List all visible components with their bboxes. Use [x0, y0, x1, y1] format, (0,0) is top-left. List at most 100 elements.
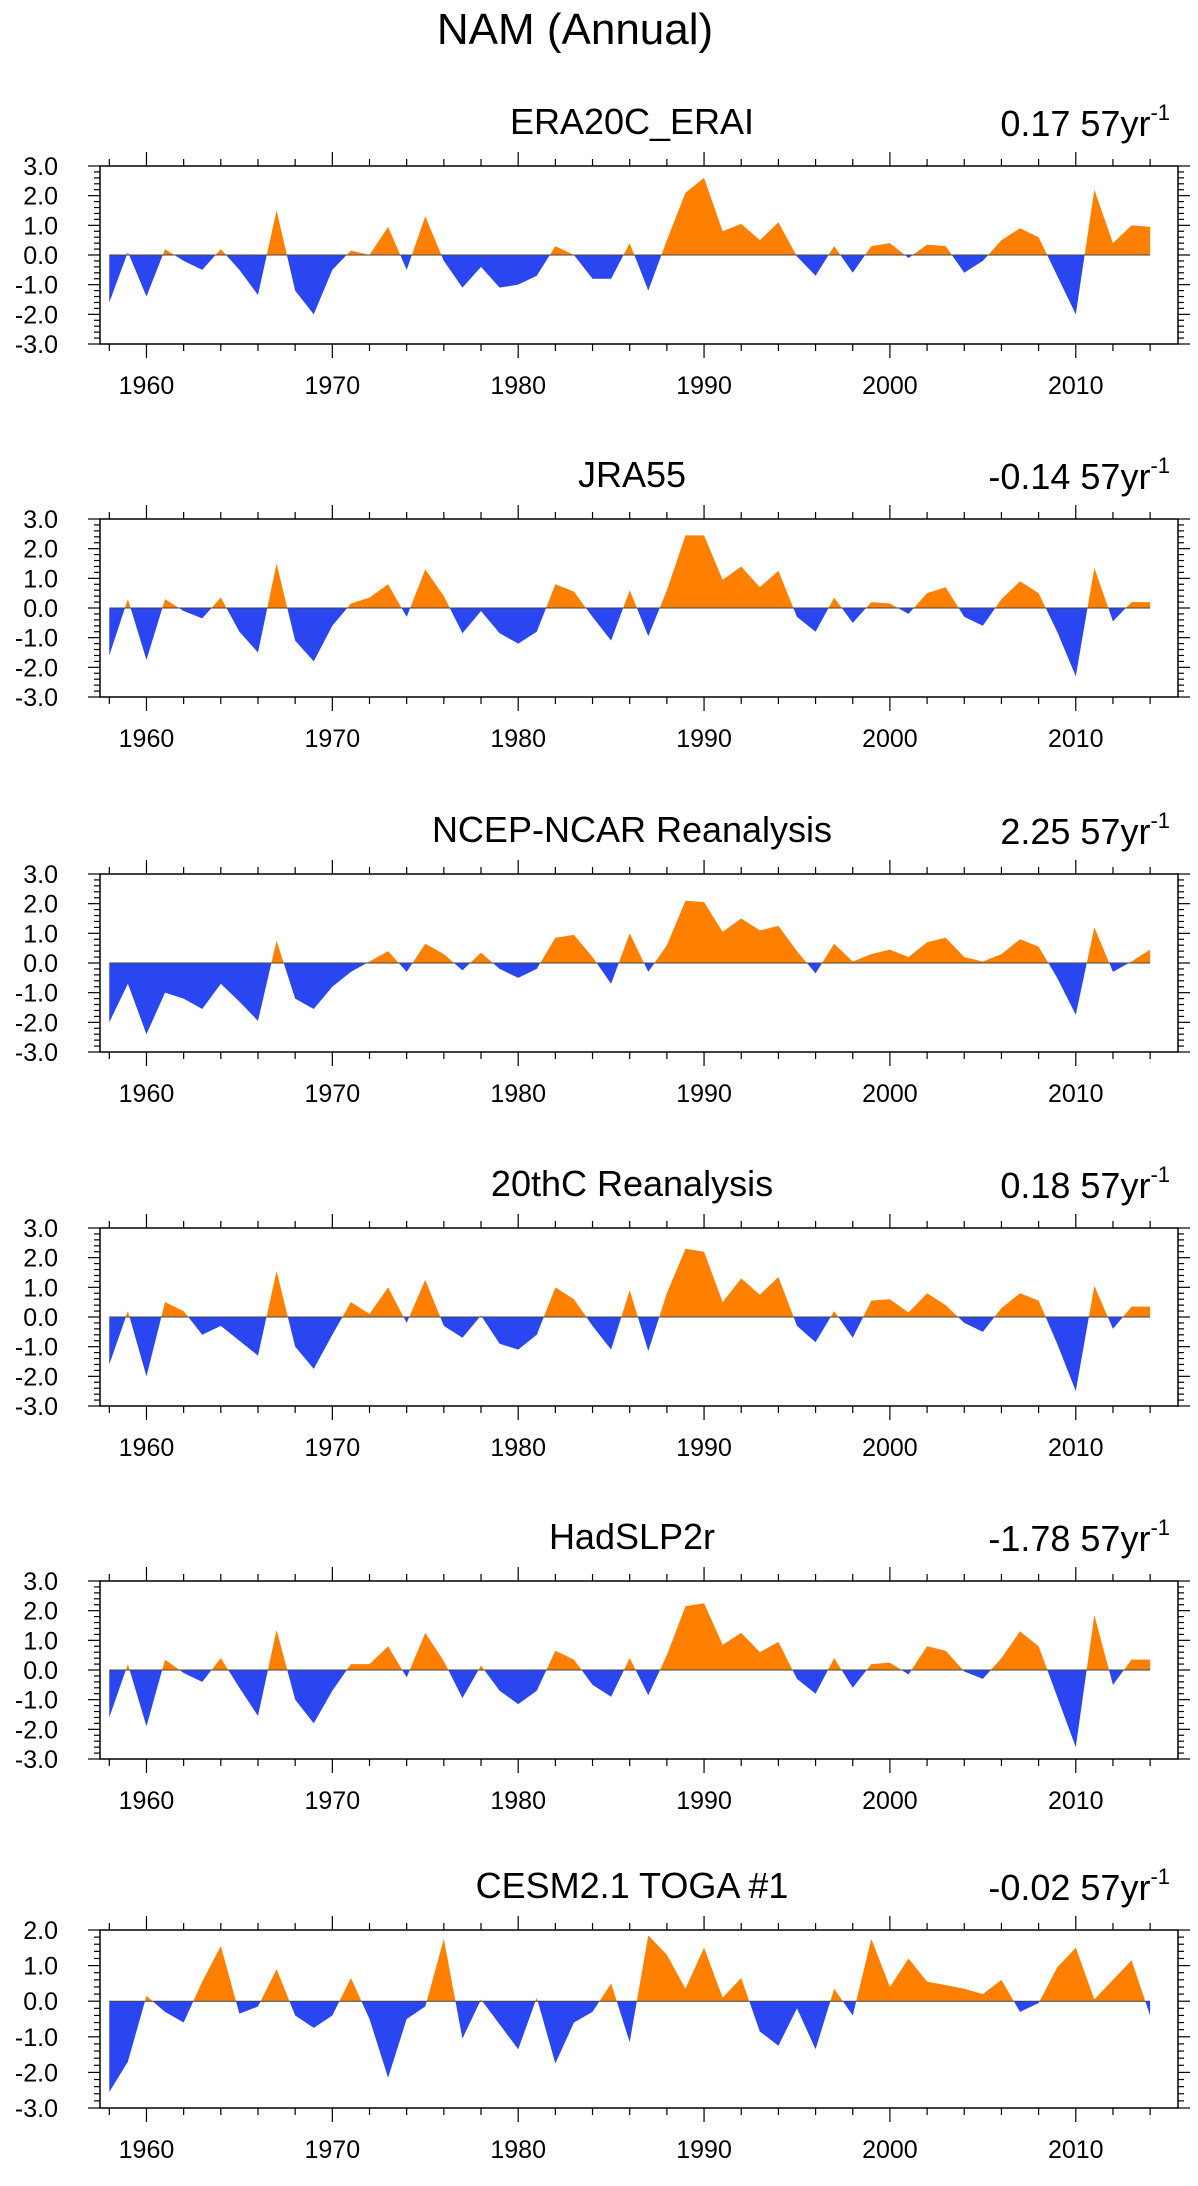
y-tick-label: -3.0 — [15, 1039, 58, 1067]
negative-area — [109, 255, 1151, 315]
x-tick-label: 2000 — [862, 372, 918, 400]
x-tick-label: 1980 — [490, 2136, 546, 2164]
panel-title: HadSLP2r — [549, 1516, 715, 1557]
y-tick-label: 2.0 — [23, 1917, 58, 1945]
y-tick-label: 3.0 — [23, 506, 58, 534]
y-tick-label: 3.0 — [23, 153, 58, 181]
trend-value: -0.14 57yr — [988, 456, 1150, 497]
plot-frame — [99, 518, 1179, 698]
x-tick-label: 2010 — [1048, 372, 1104, 400]
panel-title: 20thC Reanalysis — [491, 1163, 773, 1204]
y-tick-label: 2.0 — [23, 891, 58, 919]
x-tick-label: 1990 — [676, 2136, 732, 2164]
x-tick-label: 2000 — [862, 725, 918, 753]
panel-6: CESM2.1 TOGA #1 -0.02 57yr-1 2.0 1.0 0.0 -1.0… — [15, 1864, 1190, 2164]
y-tick-label: 0.0 — [23, 1657, 58, 1685]
y-tick-label: -3.0 — [15, 684, 58, 712]
x-tick-label: 1990 — [676, 725, 732, 753]
x-tick-label: 1990 — [676, 1787, 732, 1815]
y-tick-label: 1.0 — [23, 1953, 58, 1981]
y-tick-label: -2.0 — [15, 2059, 58, 2087]
trend-superscript: -1 — [1150, 1162, 1170, 1187]
x-tick-label: 1960 — [119, 1434, 175, 1462]
y-tick-label: -1.0 — [15, 2024, 58, 2052]
trend-label: 0.18 57yr-1 — [1000, 1162, 1170, 1206]
figure-title: NAM (Annual) — [437, 5, 713, 54]
y-tick-label: 3.0 — [23, 1568, 58, 1596]
y-tick-label: -1.0 — [15, 980, 58, 1008]
panel-title: ERA20C_ERAI — [510, 101, 754, 142]
x-tick-label: 1970 — [305, 1080, 361, 1108]
x-tick-label: 2010 — [1048, 1434, 1104, 1462]
y-tick-label: -2.0 — [15, 1009, 58, 1037]
y-tick-label: -1.0 — [15, 625, 58, 653]
y-tick-label: -3.0 — [15, 2095, 58, 2123]
trend-label: -0.14 57yr-1 — [988, 453, 1170, 497]
plot-frame — [99, 1929, 1179, 2109]
x-tick-label: 1960 — [119, 2136, 175, 2164]
trend-value: 0.18 57yr — [1000, 1165, 1150, 1206]
x-tick-label: 1990 — [676, 1080, 732, 1108]
positive-area — [109, 535, 1151, 608]
x-tick-label: 1970 — [305, 1434, 361, 1462]
y-tick-label: 2.0 — [23, 1598, 58, 1626]
trend-superscript: -1 — [1150, 1864, 1170, 1889]
panel-title: NCEP-NCAR Reanalysis — [432, 809, 832, 850]
trend-label: 2.25 57yr-1 — [1000, 808, 1170, 852]
y-tick-label: 1.0 — [23, 565, 58, 593]
panels: ERA20C_ERAI 0.17 57yr-13.02.01.00.0-1.0-2… — [15, 100, 1190, 2164]
y-tick-label: 2.0 — [23, 1245, 58, 1273]
y-tick-label: 0.0 — [23, 1304, 58, 1332]
negative-area — [109, 2001, 1151, 2092]
x-tick-label: 1960 — [119, 372, 175, 400]
plot-frame — [99, 873, 1179, 1053]
negative-area — [109, 1317, 1151, 1392]
x-tick-label: 1980 — [490, 1434, 546, 1462]
x-tick-label: 2010 — [1048, 1080, 1104, 1108]
x-tick-label: 1970 — [305, 2136, 361, 2164]
trend-superscript: -1 — [1150, 453, 1170, 478]
x-tick-label: 1990 — [676, 372, 732, 400]
panel-4: 20thC Reanalysis 0.18 57yr-13.02.01.00.0-… — [15, 1162, 1190, 1462]
x-tick-label: 2000 — [862, 1434, 918, 1462]
x-tick-label: 1980 — [490, 1787, 546, 1815]
y-tick-label: -2.0 — [15, 1363, 58, 1391]
trend-superscript: -1 — [1150, 100, 1170, 125]
trend-value: -1.78 57yr — [988, 1518, 1150, 1559]
y-tick-label: 3.0 — [23, 861, 58, 889]
y-tick-label: -3.0 — [15, 331, 58, 359]
y-tick-label: -1.0 — [15, 1687, 58, 1715]
negative-area — [109, 1670, 1151, 1748]
y-tick-label: -2.0 — [15, 1716, 58, 1744]
y-tick-label: 0.0 — [23, 242, 58, 270]
panel-3: NCEP-NCAR Reanalysis 2.25 57yr-1 3.02.01.0… — [15, 808, 1190, 1108]
y-tick-label: 3.0 — [23, 1215, 58, 1243]
x-tick-label: 2000 — [862, 1787, 918, 1815]
panel-1: ERA20C_ERAI 0.17 57yr-1 3.02.01.00.0-1.0-2… — [15, 100, 1190, 400]
x-tick-label: 1990 — [676, 1434, 732, 1462]
x-tick-label: 2010 — [1048, 725, 1104, 753]
positive-area — [109, 1248, 1151, 1317]
y-tick-label: -1.0 — [15, 272, 58, 300]
x-tick-label: 1970 — [305, 1787, 361, 1815]
panel-title: CESM2.1 TOGA #1 — [476, 1865, 789, 1906]
trend-value: -0.02 57yr — [988, 1867, 1150, 1908]
x-tick-label: 1960 — [119, 725, 175, 753]
y-tick-label: 1.0 — [23, 1274, 58, 1302]
trend-value: 2.25 57yr — [1000, 811, 1150, 852]
x-tick-label: 1980 — [490, 1080, 546, 1108]
panel-5: HadSLP2r -1.78 57yr-1 3.02.01.00.0-1.0-2.0… — [15, 1515, 1190, 1815]
x-tick-label: 1960 — [119, 1787, 175, 1815]
positive-area — [109, 900, 1151, 963]
x-tick-label: 1970 — [305, 372, 361, 400]
x-tick-label: 1970 — [305, 725, 361, 753]
y-tick-label: 1.0 — [23, 920, 58, 948]
y-tick-label: -1.0 — [15, 1334, 58, 1362]
y-tick-label: -3.0 — [15, 1393, 58, 1421]
y-tick-label: -3.0 — [15, 1746, 58, 1774]
trend-superscript: -1 — [1150, 1515, 1170, 1540]
panel-2: JRA55 -0.14 57yr-1 3.02.01.00.0-1.0-2.0-3.… — [15, 453, 1190, 753]
x-tick-label: 2010 — [1048, 2136, 1104, 2164]
y-tick-label: 0.0 — [23, 950, 58, 978]
